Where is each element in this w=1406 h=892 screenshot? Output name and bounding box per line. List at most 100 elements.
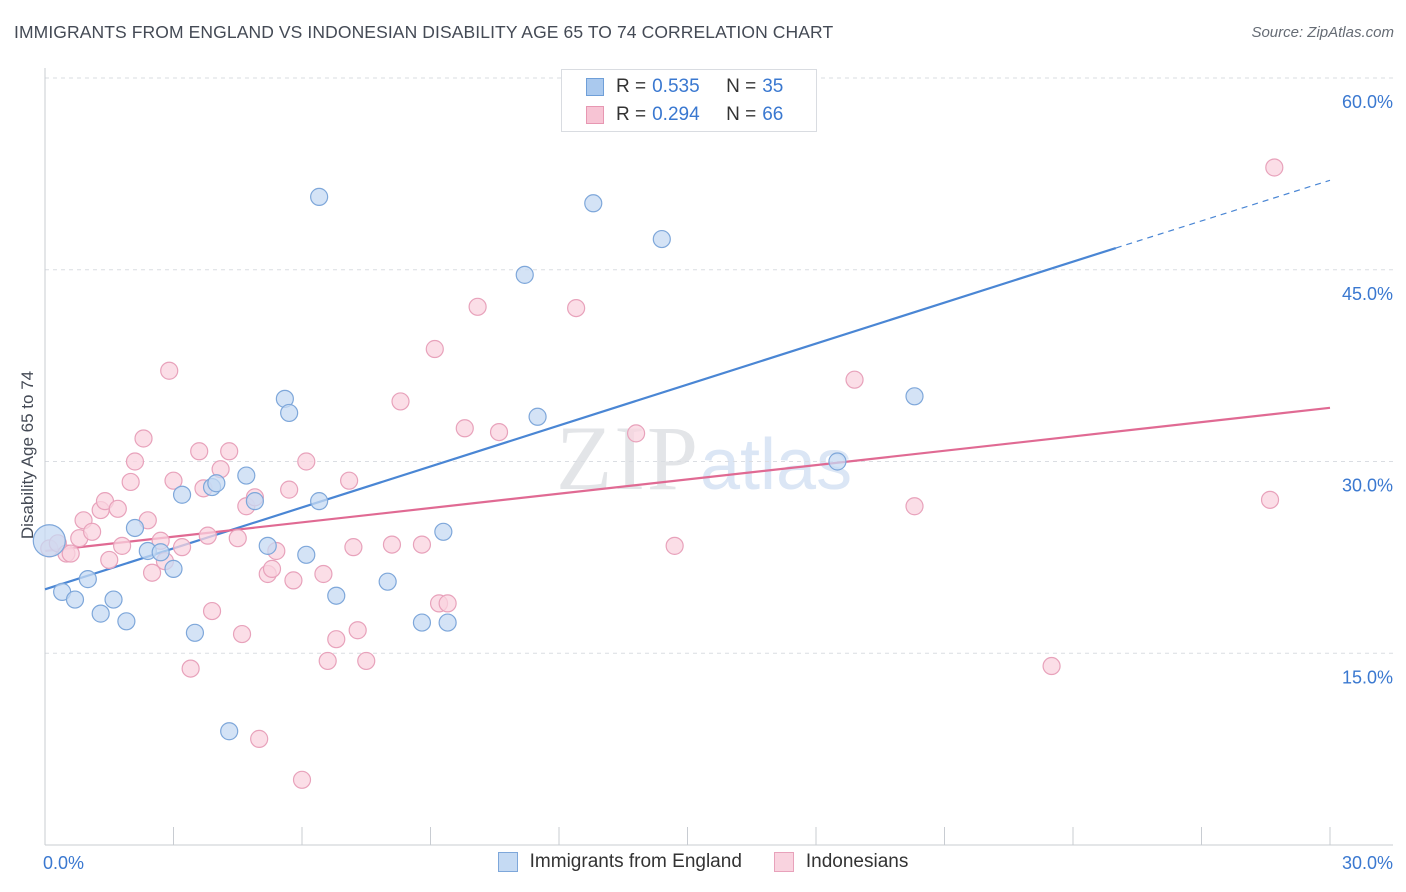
point-england — [220, 722, 239, 741]
point-england — [584, 194, 603, 213]
point-indonesians — [232, 624, 252, 644]
point-indonesians — [61, 544, 80, 563]
point-england — [104, 590, 123, 609]
point-indonesians — [905, 497, 924, 516]
point-indonesians — [412, 535, 432, 554]
point-england — [434, 522, 453, 541]
point-england — [65, 590, 85, 609]
point-indonesians — [190, 442, 209, 461]
point-england — [91, 604, 110, 623]
point-indonesians — [160, 361, 179, 380]
point-england — [905, 387, 924, 406]
point-england — [151, 543, 170, 562]
n-value: 35 — [762, 76, 784, 97]
trend-lines — [44, 179, 1331, 591]
point-indonesians — [665, 536, 684, 555]
source-label: Source: ZipAtlas.com — [1251, 24, 1394, 41]
point-england — [117, 612, 136, 631]
r-label: R = — [616, 76, 647, 97]
point-indonesians — [220, 442, 239, 461]
legend-swatch-england — [586, 78, 604, 96]
point-indonesians — [284, 571, 303, 590]
point-indonesians — [382, 535, 402, 554]
stats-legend: R = 0.535 N = 35 R = 0.294 N = 66 — [561, 69, 817, 132]
point-indonesians — [340, 471, 359, 490]
point-indonesians — [438, 594, 457, 613]
point-england — [245, 492, 264, 511]
r-value: 0.535 — [652, 76, 700, 97]
point-indonesians — [121, 472, 140, 492]
point-england — [164, 559, 183, 578]
legend-row-england: R = 0.535 N = 35 — [586, 76, 783, 98]
axes — [44, 68, 1393, 846]
legend-item-england: Immigrants from England — [497, 851, 742, 873]
point-england — [528, 407, 547, 426]
legend-item-indonesians: Indonesians — [773, 851, 909, 873]
r-value: 0.294 — [652, 104, 700, 125]
legend-swatch-indonesians — [586, 106, 604, 124]
point-england — [258, 536, 277, 555]
point-indonesians — [125, 452, 145, 471]
series-legend: Immigrants from England Indonesians — [0, 851, 1406, 873]
data-points — [32, 158, 1284, 789]
point-england — [280, 403, 299, 423]
point-indonesians — [108, 499, 127, 518]
point-indonesians — [1265, 158, 1284, 177]
point-england — [172, 485, 192, 504]
point-england — [412, 613, 432, 632]
y-axis-label: Disability Age 65 to 74 — [18, 370, 37, 540]
point-indonesians — [327, 630, 346, 649]
y-tick-label: 45.0% — [1342, 284, 1393, 304]
point-england — [515, 265, 534, 284]
n-label: N = — [726, 104, 757, 125]
point-indonesians — [1260, 490, 1280, 509]
point-england — [207, 474, 226, 493]
point-england — [185, 623, 205, 642]
y-tick-label: 15.0% — [1342, 667, 1393, 687]
point-indonesians — [425, 339, 444, 359]
n-label: N = — [726, 76, 757, 97]
point-indonesians — [468, 297, 487, 316]
x-tick-label: 0.0% — [43, 853, 84, 873]
watermark-atlas: atlas — [700, 425, 853, 505]
point-indonesians — [172, 538, 192, 557]
point-indonesians — [344, 538, 363, 557]
point-england — [297, 545, 316, 564]
legend-swatch-indonesians — [773, 852, 794, 872]
y-tick-label: 60.0% — [1342, 92, 1393, 112]
n-value: 66 — [762, 104, 784, 125]
point-indonesians — [489, 422, 509, 442]
point-indonesians — [348, 621, 367, 640]
point-indonesians — [250, 729, 269, 748]
point-indonesians — [292, 770, 312, 789]
point-indonesians — [314, 564, 333, 584]
legend-swatch-england — [497, 852, 518, 872]
trend-line — [44, 406, 1331, 553]
point-indonesians — [202, 601, 222, 621]
tick-labels: 15.0% 30.0% 45.0% 60.0% 0.0% 30.0% — [43, 92, 1393, 873]
point-indonesians — [83, 522, 102, 541]
point-indonesians — [112, 536, 132, 555]
point-indonesians — [164, 471, 183, 490]
point-england — [237, 466, 256, 485]
point-indonesians — [142, 563, 162, 582]
point-england — [32, 524, 66, 558]
point-indonesians — [297, 452, 316, 471]
grid — [45, 77, 1393, 654]
point-england — [828, 452, 847, 471]
trend-line-extension — [1115, 179, 1331, 249]
r-label: R = — [616, 104, 647, 125]
point-indonesians — [280, 480, 299, 499]
point-indonesians — [845, 370, 864, 389]
point-indonesians — [455, 419, 474, 438]
point-indonesians — [567, 299, 586, 318]
point-indonesians — [318, 651, 337, 671]
point-england — [327, 586, 346, 605]
legend-row-indonesians: R = 0.294 N = 66 — [586, 104, 783, 126]
legend-label-indonesians: Indonesians — [805, 851, 909, 872]
chart-title: IMMIGRANTS FROM ENGLAND VS INDONESIAN DI… — [14, 22, 834, 42]
point-indonesians — [626, 424, 646, 443]
point-england — [652, 229, 671, 249]
trend-line — [44, 246, 1117, 591]
point-indonesians — [1042, 656, 1061, 676]
